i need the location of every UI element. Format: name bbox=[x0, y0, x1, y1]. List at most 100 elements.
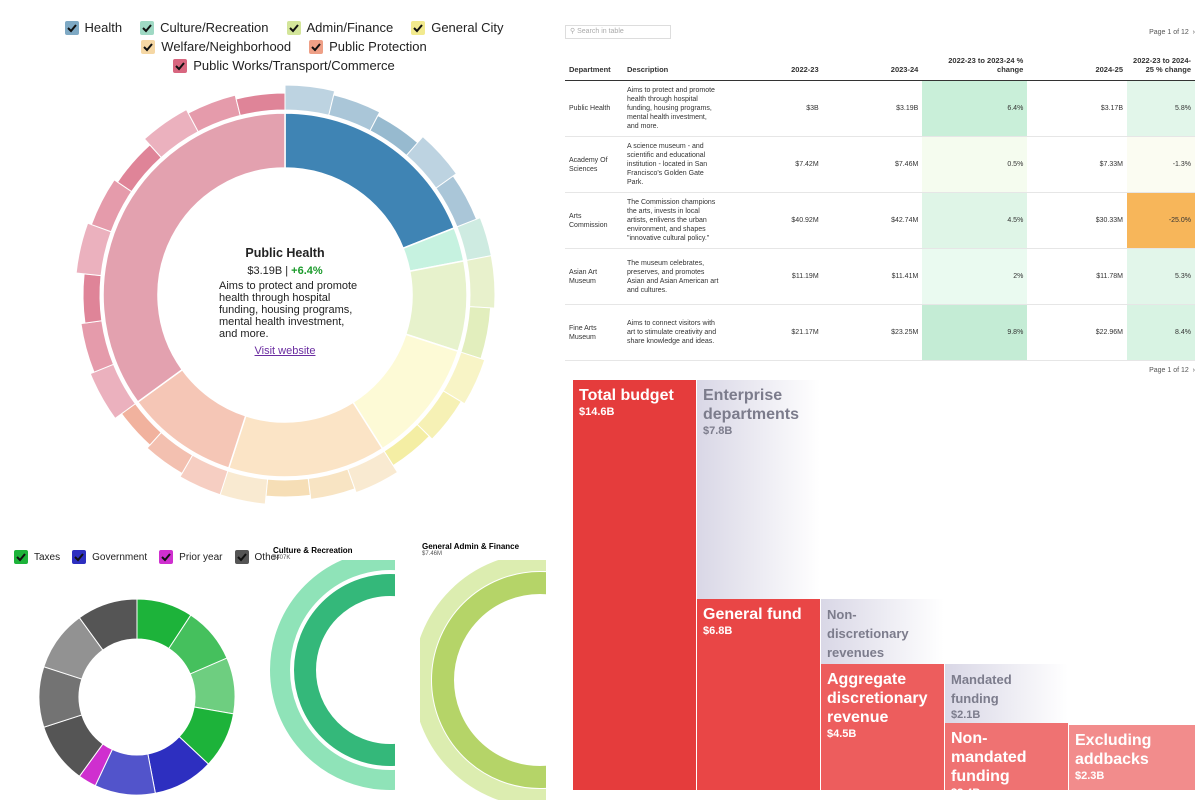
legend-checkbox[interactable] bbox=[64, 20, 79, 35]
legend-checkbox[interactable] bbox=[411, 20, 426, 35]
flow-block: Total budget $14.6B bbox=[573, 380, 697, 790]
table-cell: 5.8% bbox=[1127, 80, 1195, 137]
column-header[interactable]: Description bbox=[623, 54, 723, 81]
column-header[interactable]: 2023-24 bbox=[822, 54, 923, 81]
column-header[interactable]: 2022-23 to 2024-25 % change bbox=[1127, 54, 1195, 81]
table-cell: 0.5% bbox=[922, 136, 1028, 193]
outer-segment bbox=[82, 273, 103, 324]
legend-item[interactable]: Taxes bbox=[14, 550, 60, 564]
table-cell: 8.4% bbox=[1127, 304, 1195, 361]
inner-segment bbox=[102, 112, 286, 404]
table-cell: $11.78M bbox=[1027, 248, 1127, 305]
table-cell: $3.19B bbox=[822, 80, 923, 137]
legend-item[interactable]: Admin/Finance bbox=[286, 20, 394, 35]
legend-item[interactable]: Health bbox=[64, 20, 122, 35]
legend-item[interactable]: Public Works/Transport/Commerce bbox=[173, 58, 395, 73]
legend-checkbox[interactable] bbox=[234, 550, 249, 564]
center-amount: $3.19B | bbox=[247, 265, 289, 277]
legend-checkbox[interactable] bbox=[309, 39, 324, 54]
table-cell: Asian Art Museum bbox=[565, 248, 623, 305]
outer-segment bbox=[466, 255, 496, 309]
search-input[interactable]: ⚲ Search in table bbox=[565, 25, 671, 39]
table-row: Arts Commission The Commission champions … bbox=[565, 192, 1195, 249]
table-toolbar: ⚲ Search in table Page 1 of 12 › bbox=[565, 22, 1195, 42]
table-cell: $42.74M bbox=[822, 192, 923, 249]
outer-segment bbox=[284, 84, 336, 116]
table-cell: $11.41M bbox=[822, 248, 923, 305]
flow-band: Non-discretionary revenues$2.3B bbox=[821, 599, 945, 675]
legend-item[interactable]: Welfare/Neighborhood bbox=[141, 39, 291, 54]
legend-item[interactable]: General City bbox=[411, 20, 503, 35]
donut-segment bbox=[78, 598, 138, 651]
column-header[interactable]: 2022-23 bbox=[723, 54, 823, 81]
legend-label: Admin/Finance bbox=[306, 20, 394, 35]
mini-title: General Admin & Finance $7.46M bbox=[422, 542, 519, 557]
table-cell: Fine Arts Museum bbox=[565, 304, 623, 361]
flow-band: Enterprise departments $7.8B bbox=[697, 380, 821, 600]
mini-title-text: General Admin & Finance bbox=[422, 542, 520, 551]
checkmark bbox=[161, 553, 171, 562]
legend-checkbox[interactable] bbox=[159, 550, 174, 564]
legend-label: Culture/Recreation bbox=[160, 20, 269, 35]
legend-item[interactable]: Other bbox=[234, 550, 280, 564]
table-cell: $3B bbox=[723, 80, 823, 137]
table-cell: $7.42M bbox=[723, 136, 823, 193]
inner-segment bbox=[284, 112, 456, 250]
table-row: Asian Art Museum The museum celebrates, p… bbox=[565, 248, 1195, 305]
flow-amount: $7.8B bbox=[703, 425, 733, 437]
legend-checkbox[interactable] bbox=[141, 39, 156, 54]
checkmark bbox=[175, 61, 185, 70]
legend-label: Public Protection bbox=[329, 39, 427, 54]
table-cell: $3.17B bbox=[1027, 80, 1127, 137]
page-info: Page 1 of 12 bbox=[1149, 28, 1189, 36]
flow-block: Excluding addbacks $2.3B bbox=[1069, 725, 1196, 790]
table-cell: Public Health bbox=[565, 80, 623, 137]
checkmark bbox=[74, 553, 84, 562]
flow-amount: $4.5B bbox=[827, 727, 857, 740]
legend-item[interactable]: Public Protection bbox=[309, 39, 427, 54]
legend-checkbox[interactable] bbox=[173, 58, 188, 73]
flow-band: Mandated funding $2.1B bbox=[945, 663, 1069, 723]
table-cell: A science museum - and scientific and ed… bbox=[623, 136, 723, 193]
outer-segment bbox=[235, 92, 286, 117]
revenue-legend: Taxes Government Prior year Other bbox=[14, 550, 280, 564]
table-cell: Academy Of Sciences bbox=[565, 136, 623, 193]
table-cell: Arts Commission bbox=[565, 192, 623, 249]
header-row: Department Description 2022-23 2023-24 2022-… bbox=[565, 54, 1195, 81]
table-cell: 9.8% bbox=[922, 304, 1028, 361]
column-header[interactable]: 2022-23 to 2023-24 % change bbox=[922, 54, 1028, 81]
flow-amount: $6.8B bbox=[703, 625, 733, 638]
checkmark bbox=[142, 23, 152, 32]
table: Department Description 2022-23 2023-24 2022-… bbox=[565, 54, 1195, 361]
table-cell: $40.92M bbox=[723, 192, 823, 249]
table-cell: Aims to connect visitors with art to sti… bbox=[623, 304, 723, 361]
flow-block: Non-mandated funding $2.4B bbox=[945, 722, 1069, 799]
legend-item[interactable]: Prior year bbox=[159, 550, 223, 564]
website-link[interactable]: Visit website bbox=[254, 345, 316, 357]
legend-checkbox[interactable] bbox=[140, 20, 155, 35]
table-cell: $30.33M bbox=[1027, 192, 1127, 249]
legend-checkbox[interactable] bbox=[14, 550, 28, 564]
column-header[interactable]: Department bbox=[565, 54, 623, 81]
sunburst-legend: Health Culture/Recreation Admin/Finance Gen… bbox=[24, 20, 544, 73]
flow-name: Non-mandated funding bbox=[951, 729, 1027, 785]
legend-label: Prior year bbox=[179, 551, 223, 563]
mini-amount: $7.46M bbox=[422, 551, 443, 557]
legend-checkbox[interactable] bbox=[286, 20, 301, 35]
table-cell: -25.0% bbox=[1127, 192, 1195, 249]
pagination[interactable]: Page 1 of 12 › bbox=[1149, 367, 1195, 374]
table-cell: The museum celebrates, preserves, and pr… bbox=[623, 248, 723, 305]
pagination[interactable]: Page 1 of 12 › bbox=[1149, 28, 1195, 36]
legend-checkbox[interactable] bbox=[72, 550, 87, 564]
checkmark bbox=[413, 23, 423, 32]
checkmark bbox=[288, 23, 299, 32]
mini-amount: $407K bbox=[273, 555, 291, 561]
column-header[interactable]: 2024-25 bbox=[1027, 54, 1127, 81]
legend-item[interactable]: Government bbox=[72, 550, 147, 564]
flow-name: Excluding addbacks bbox=[1075, 732, 1152, 769]
legend-label: Taxes bbox=[34, 551, 61, 563]
legend-item[interactable]: Culture/Recreation bbox=[140, 20, 269, 35]
table-cell: Aims to protect and promote health throu… bbox=[623, 80, 723, 137]
